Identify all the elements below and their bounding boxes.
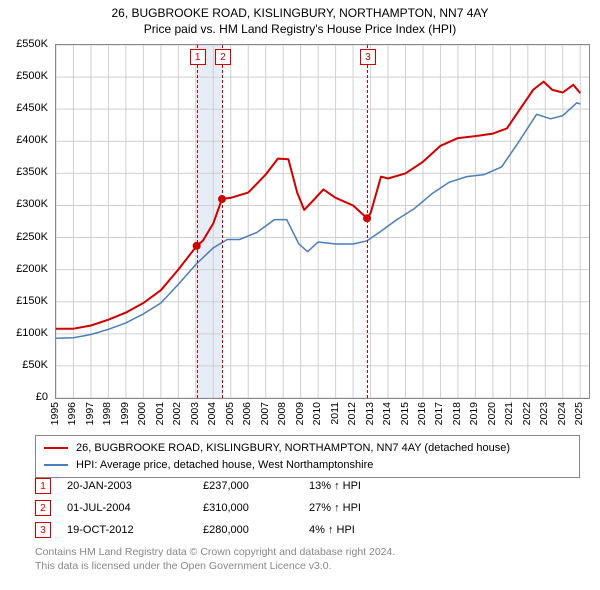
x-tick-label: 2010	[311, 402, 323, 425]
x-tick-label: 1995	[49, 402, 61, 425]
event-pct: 13% ↑ HPI	[309, 480, 419, 492]
footer-line-1: Contains HM Land Registry data © Crown c…	[35, 545, 580, 559]
x-tick-label: 2008	[276, 402, 288, 425]
event-vline	[197, 45, 198, 398]
x-tick-label: 2023	[538, 402, 550, 425]
x-tick-label: 2012	[346, 402, 358, 425]
event-vline	[222, 45, 223, 398]
event-price: £280,000	[203, 524, 293, 536]
legend-row-property: 26, BUGBROOKE ROAD, KISLINGBURY, NORTHAM…	[44, 440, 571, 457]
x-tick-label: 2014	[381, 402, 393, 425]
x-axis-labels: 1995199619971998199920002001200220032004…	[55, 400, 590, 430]
page-title: 26, BUGBROOKE ROAD, KISLINGBURY, NORTHAM…	[0, 0, 600, 22]
chart-area: 12 3	[55, 44, 590, 399]
y-axis-labels: £0£50K£100K£150K£200K£250K£300K£350K£400…	[0, 44, 50, 399]
x-tick-label: 1999	[119, 402, 131, 425]
x-tick-label: 1998	[101, 402, 113, 425]
x-tick-label: 2018	[451, 402, 463, 425]
x-tick-label: 2013	[364, 402, 376, 425]
x-tick-label: 2025	[573, 402, 585, 425]
x-tick-label: 2021	[503, 402, 515, 425]
x-tick-label: 2017	[433, 402, 445, 425]
x-tick-label: 2019	[468, 402, 480, 425]
event-price: £237,000	[203, 480, 293, 492]
x-tick-label: 2003	[189, 402, 201, 425]
event-price: £310,000	[203, 502, 293, 514]
y-tick-label: £400K	[16, 134, 48, 146]
x-tick-label: 2020	[486, 402, 498, 425]
event-marker-label: 2	[215, 49, 231, 65]
x-tick-label: 2002	[171, 402, 183, 425]
x-tick-label: 2005	[224, 402, 236, 425]
event-index-box: 3	[35, 522, 51, 538]
x-tick-label: 2016	[416, 402, 428, 425]
chart-page: 26, BUGBROOKE ROAD, KISLINGBURY, NORTHAM…	[0, 0, 600, 590]
legend-row-hpi: HPI: Average price, detached house, West…	[44, 457, 571, 474]
y-tick-label: £150K	[16, 295, 48, 307]
event-marker-label: 1	[190, 49, 206, 65]
y-tick-label: £50K	[22, 359, 48, 371]
event-date: 20-JAN-2003	[67, 480, 187, 492]
line-chart-svg	[56, 45, 589, 398]
y-tick-label: £500K	[16, 70, 48, 82]
x-tick-label: 2009	[294, 402, 306, 425]
x-tick-label: 2004	[206, 402, 218, 425]
legend-swatch-property	[44, 447, 68, 449]
event-date: 01-JUL-2004	[67, 502, 187, 514]
x-tick-label: 1996	[66, 402, 78, 425]
x-tick-label: 2007	[259, 402, 271, 425]
legend-label-property: 26, BUGBROOKE ROAD, KISLINGBURY, NORTHAM…	[76, 440, 510, 457]
y-tick-label: £550K	[16, 38, 48, 50]
event-date: 19-OCT-2012	[67, 524, 187, 536]
footer-line-2: This data is licensed under the Open Gov…	[35, 559, 580, 573]
page-subtitle: Price paid vs. HM Land Registry's House …	[0, 22, 600, 38]
footer-attribution: Contains HM Land Registry data © Crown c…	[35, 545, 580, 573]
x-tick-label: 2022	[521, 402, 533, 425]
y-tick-label: £450K	[16, 102, 48, 114]
event-index-box: 2	[35, 500, 51, 516]
event-pct: 27% ↑ HPI	[309, 502, 419, 514]
y-tick-label: £300K	[16, 198, 48, 210]
x-tick-label: 2001	[154, 402, 166, 425]
y-tick-label: £250K	[16, 231, 48, 243]
legend-swatch-hpi	[44, 464, 68, 466]
legend-label-hpi: HPI: Average price, detached house, West…	[76, 457, 373, 474]
events-table: 1 20-JAN-2003 £237,000 13% ↑ HPI 2 01-JUL-200…	[35, 478, 580, 544]
event-pct: 4% ↑ HPI	[309, 524, 419, 536]
y-tick-label: £200K	[16, 263, 48, 275]
event-vline	[367, 45, 368, 398]
event-row: 1 20-JAN-2003 £237,000 13% ↑ HPI	[35, 478, 580, 494]
event-row: 2 01-JUL-2004 £310,000 27% ↑ HPI	[35, 500, 580, 516]
x-tick-label: 2024	[556, 402, 568, 425]
event-index-box: 1	[35, 478, 51, 494]
x-tick-label: 2015	[399, 402, 411, 425]
event-row: 3 19-OCT-2012 £280,000 4% ↑ HPI	[35, 522, 580, 538]
event-marker-label: 3	[360, 49, 376, 65]
x-tick-label: 2000	[136, 402, 148, 425]
y-tick-label: £0	[36, 391, 48, 403]
x-tick-label: 2006	[241, 402, 253, 425]
y-tick-label: £100K	[16, 327, 48, 339]
legend: 26, BUGBROOKE ROAD, KISLINGBURY, NORTHAM…	[35, 435, 580, 478]
y-tick-label: £350K	[16, 166, 48, 178]
x-tick-label: 1997	[84, 402, 96, 425]
x-tick-label: 2011	[329, 402, 341, 425]
